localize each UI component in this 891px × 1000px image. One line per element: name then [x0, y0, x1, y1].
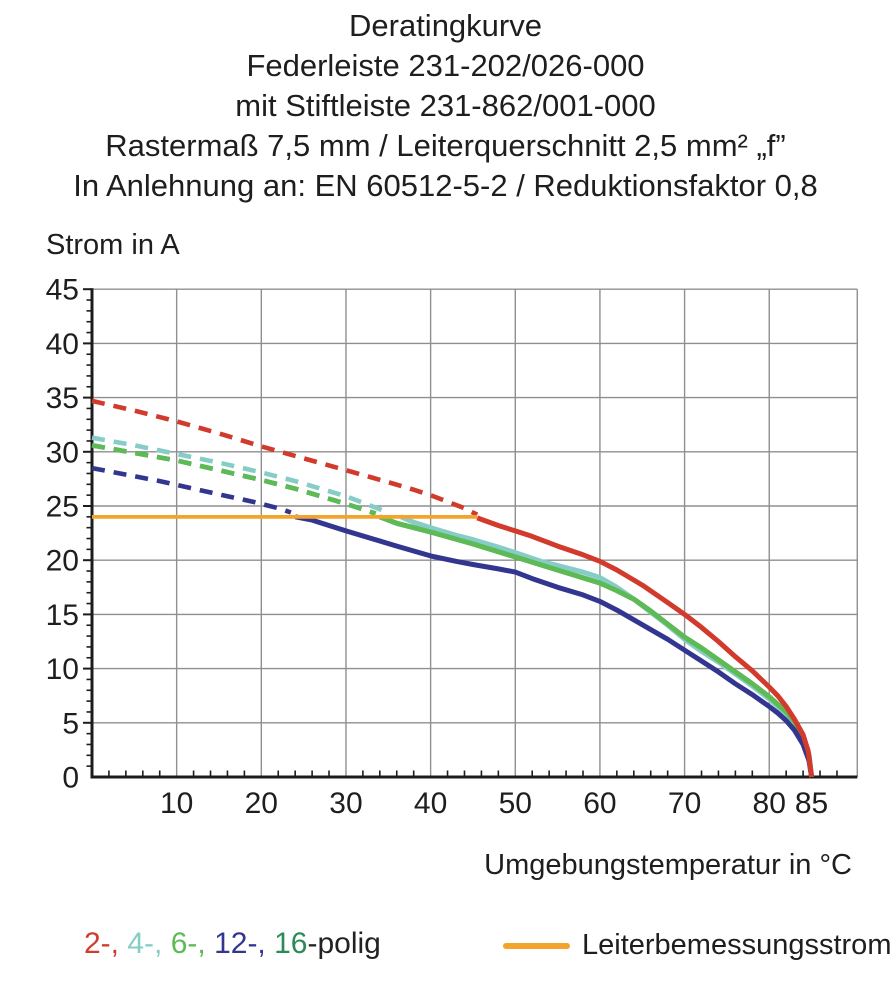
curve-16-polig-dashed — [91, 443, 377, 516]
chart-title-block: Deratingkurve Federleiste 231-202/026-00… — [0, 6, 891, 206]
curve-6-polig-dashed — [91, 443, 377, 516]
y-tick-label-45: 45 — [46, 274, 79, 307]
x-tick-label-80: 80 — [753, 787, 786, 820]
x-tick-label-50: 50 — [499, 787, 532, 820]
x-tick-label-20: 20 — [245, 787, 278, 820]
y-tick-label-15: 15 — [46, 599, 79, 632]
y-tick-label-30: 30 — [46, 436, 79, 469]
legend-pole-segment-3: 12-, — [205, 927, 266, 960]
rated-current-line-swatch — [503, 942, 570, 949]
x-axis-label: Umgebungstemperatur in °C — [484, 849, 852, 881]
title-line-4: Rastermaß 7,5 mm / Leiterquerschnitt 2,5… — [105, 128, 786, 163]
legend-pole-segment-2: 6-, — [162, 927, 206, 960]
rated-current-label: Leiterbemessungsstrom — [582, 929, 891, 961]
y-tick-label-0: 0 — [62, 762, 79, 795]
x-tick-label-85: 85 — [795, 787, 828, 820]
x-tick-label-30: 30 — [329, 787, 362, 820]
legend-pole-segment-5: -polig — [307, 927, 381, 960]
curve-12-polig-dashed — [91, 465, 292, 515]
x-tick-label-70: 70 — [668, 787, 701, 820]
title-line-2: Federleiste 231-202/026-000 — [246, 48, 645, 83]
y-tick-label-20: 20 — [46, 545, 79, 578]
y-tick-label-40: 40 — [46, 328, 79, 361]
curve-6-polig-solid — [378, 514, 815, 778]
x-tick-label-10: 10 — [160, 787, 193, 820]
x-tick-label-40: 40 — [414, 787, 447, 820]
y-axis-label: Strom in A — [46, 229, 180, 261]
title-line-5: In Anlehnung an: EN 60512-5-2 / Reduktio… — [73, 168, 818, 203]
legend-pole-segment-1: 4-, — [119, 927, 163, 960]
curve-2-polig-solid — [476, 515, 815, 778]
y-tick-label-25: 25 — [46, 491, 79, 524]
legend-poles: 2-, 4-, 6-, 12-, 16-polig — [84, 927, 381, 961]
title-line-3: mit Stiftleiste 231-862/001-000 — [235, 88, 656, 123]
title-line-1: Deratingkurve — [349, 8, 542, 43]
y-tick-label-10: 10 — [46, 653, 79, 686]
x-tick-label-60: 60 — [583, 787, 616, 820]
curve-2-polig-dashed — [91, 398, 479, 517]
curve-12-polig-solid — [294, 514, 815, 778]
y-tick-label-35: 35 — [46, 382, 79, 415]
y-tick-label-5: 5 — [62, 707, 79, 740]
curve-16-polig-solid — [378, 514, 815, 778]
legend-rated: Leiterbemessungsstrom — [503, 929, 891, 962]
legend-pole-segment-4: 16 — [265, 927, 308, 960]
legend-pole-segment-0: 2-, — [84, 927, 120, 960]
curve-4-polig-dashed — [91, 435, 390, 515]
curve-4-polig-solid — [400, 514, 815, 778]
